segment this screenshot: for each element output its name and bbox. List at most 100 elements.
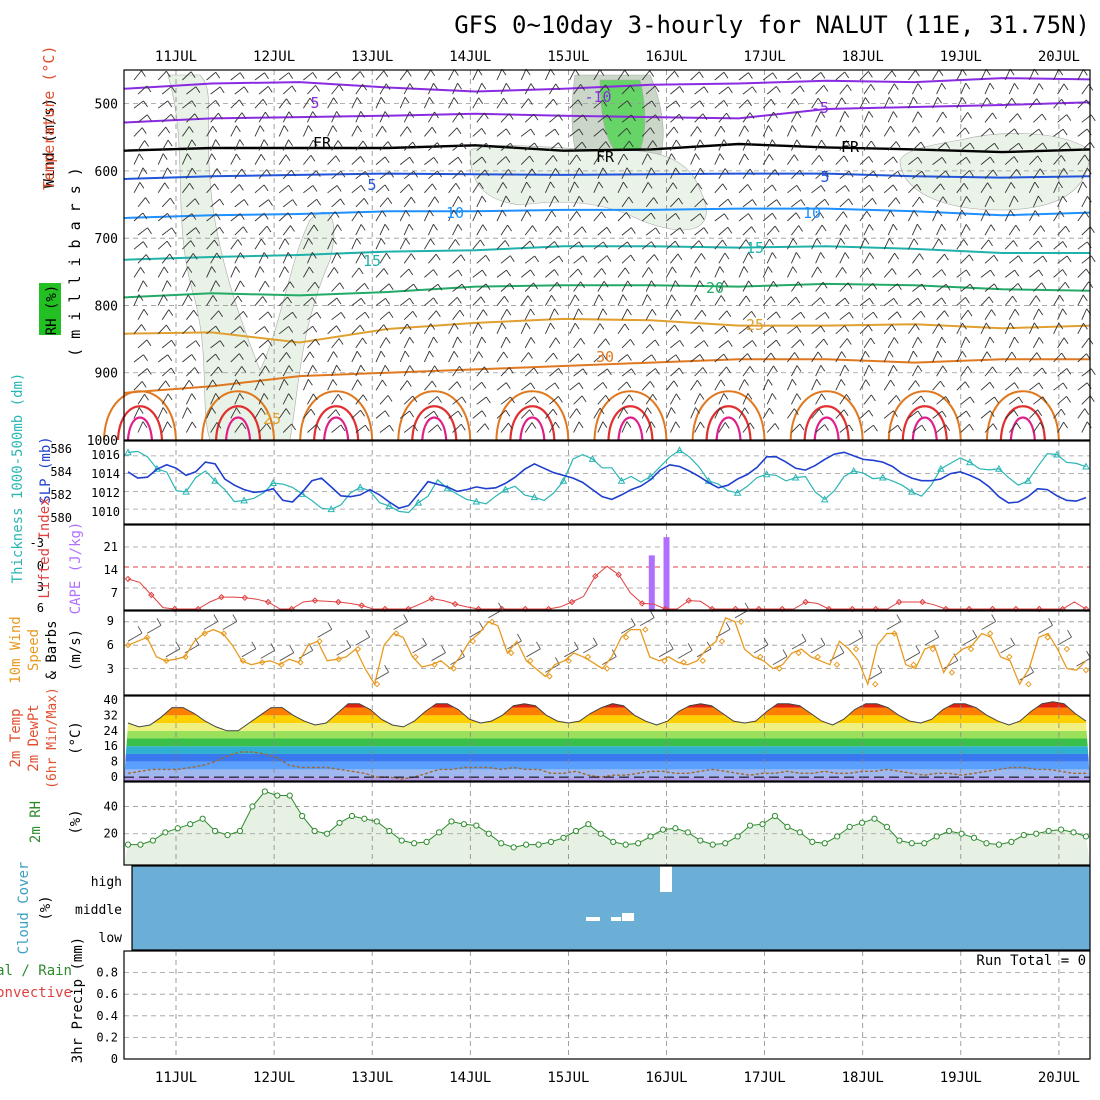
wind-speed-marker (1082, 666, 1090, 674)
wind-barb-flag (338, 84, 344, 92)
wind-barb-flag (384, 156, 390, 164)
wind-barb-flag (945, 396, 951, 403)
wind-barb-flag (508, 113, 514, 120)
wind-barb (448, 156, 459, 165)
wind-barb (718, 198, 729, 208)
temp-band (124, 777, 1090, 781)
wind-barb-flag (965, 410, 971, 418)
wind-barb (811, 72, 822, 81)
wind-barb-flag (941, 269, 947, 276)
wind-barb-flag (1018, 142, 1024, 150)
wind-barb-flag (315, 85, 320, 92)
wind-barb-flag (340, 424, 346, 432)
wind-barb-flag (893, 298, 899, 305)
wind-barb (1081, 167, 1088, 179)
wind-barb-flag (1038, 128, 1044, 136)
wind-barb (306, 365, 314, 377)
wind-barb (452, 283, 463, 292)
wind-barb (403, 196, 412, 208)
wind-barb-flag (990, 269, 995, 277)
wind-barb (282, 85, 293, 95)
wind-barb (694, 367, 704, 377)
wind-barb-flag (239, 72, 245, 79)
wind-barb (984, 195, 991, 208)
wind-barb-flag (872, 311, 878, 319)
wind-panel-frame (123, 610, 1091, 696)
wind-barb (569, 241, 580, 250)
wind-barb (670, 309, 678, 320)
wind-barb (1033, 225, 1042, 236)
wind-barb (230, 266, 237, 278)
wind-barb (234, 280, 241, 292)
wind-barb-flag (673, 126, 679, 134)
temp-35-contour (901, 405, 948, 441)
wind-barb-flag (144, 140, 149, 147)
wind-barb-flag (243, 199, 249, 206)
mb-ylabel: ( m i l l i b a r s ) (66, 167, 84, 357)
wind-barb (428, 424, 438, 433)
wind-barb (206, 100, 216, 109)
wind-barb-flag (651, 309, 657, 316)
wind-barb-flag (212, 295, 218, 302)
wind-barb-flag (896, 311, 902, 319)
wind-barb-flag (895, 395, 901, 402)
wind-barb-flag (485, 142, 491, 150)
wind-barb-flag (164, 182, 170, 189)
wind-barb (617, 241, 628, 250)
wind-barb (960, 309, 969, 320)
thickness-marker (936, 464, 945, 472)
wind-barb (423, 97, 430, 109)
precip-tick: 0.8 (96, 966, 118, 980)
wind-barb (738, 266, 745, 278)
wind-barb-flag (988, 296, 994, 304)
surface-wind-barb-flag (422, 637, 427, 646)
wind-barb-flag (241, 422, 247, 430)
wind-barb (956, 182, 965, 194)
wind-barb-flag (841, 97, 847, 105)
wind-barb (887, 141, 897, 151)
wind-speed-marker (431, 661, 438, 668)
wind-barb (742, 366, 751, 377)
wind-barb-flag (942, 196, 948, 203)
wind-barb-flag (1014, 83, 1019, 90)
rh-marker (709, 841, 716, 848)
wind-barb-flag (771, 252, 777, 259)
wind-barb (403, 170, 414, 180)
wind-barb (520, 98, 529, 109)
wind-barb (787, 296, 797, 306)
wind-barb (278, 326, 289, 335)
wind-barb (690, 183, 699, 194)
wind-barb-flag (337, 224, 342, 231)
wind-barb (956, 69, 963, 81)
wind-barb (666, 354, 677, 363)
wind-barb-flag (219, 340, 225, 347)
wind-barb (278, 72, 289, 81)
wind-barb (762, 352, 772, 363)
wind-barb-flag (530, 83, 536, 90)
wind-barb-flag (1041, 113, 1047, 121)
wind-barb-flag (409, 111, 415, 118)
wind-barb (133, 241, 144, 250)
wind-barb-flag (505, 195, 511, 203)
wind-barb (1033, 396, 1044, 405)
wind-barb-flag (770, 352, 776, 360)
wind-barb (593, 382, 604, 391)
rh-marker (174, 825, 181, 832)
wind-barb (762, 154, 770, 165)
wind-barb (956, 156, 967, 165)
wind-barb-flag (558, 142, 563, 149)
wind-barb-flag (654, 85, 660, 93)
wind-speed-marker (661, 657, 668, 665)
wind-barb-flag (892, 111, 898, 118)
wind-barb-flag (336, 185, 342, 192)
wind-barb (573, 84, 581, 95)
wind-barb-flag (263, 252, 269, 259)
wind-barb (738, 407, 746, 419)
wind-barb-flag (868, 224, 874, 231)
wind-barb-flag (771, 184, 777, 192)
wind-barb-flag (649, 324, 655, 331)
wind-barb (331, 364, 337, 377)
wind-barb-flag (650, 421, 656, 428)
wind-barb-flag (389, 424, 394, 432)
wind-barb-flag (165, 126, 171, 134)
